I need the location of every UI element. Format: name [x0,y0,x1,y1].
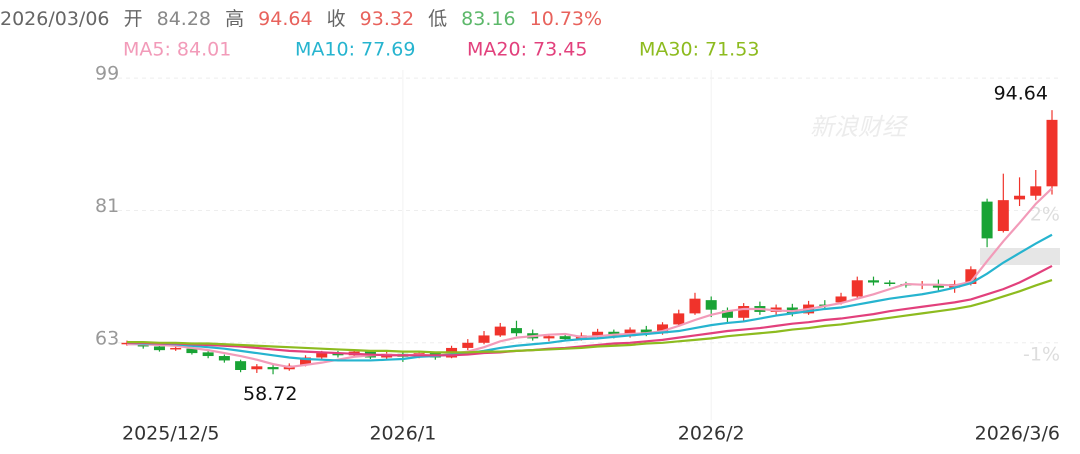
candle-body [170,347,182,350]
y-tick-label: 63 [95,327,119,349]
high-label: 高 [225,8,244,30]
high-value: 94.64 [258,8,312,30]
change: 10.73% [530,8,602,30]
quote-header: 2026/03/06 开 84.28 高 94.64 收 93.32 低 83.… [0,8,602,30]
ma-line [127,264,1053,357]
ma-line [127,279,1053,354]
candle-body [478,335,490,343]
x-tick-label: 2026/3/6 [975,423,1060,445]
candle-body [1014,195,1026,200]
y2-tick-label: 2% [1030,203,1060,225]
ma-line [126,233,1053,362]
candle-body [186,348,198,354]
candle-body [721,310,733,318]
legend-entry: MA30: 71.53 [639,39,759,61]
candle-body [1046,119,1058,187]
low-value: 83.16 [461,8,515,30]
min-label: 58.72 [243,383,297,405]
candle-body [835,296,847,303]
candle-body [884,282,896,284]
candle-body [153,346,165,351]
candle-body [1030,186,1042,196]
close-label: 收 [327,8,346,30]
candle-body [673,313,685,325]
candle-body [332,353,344,356]
candle-body [851,280,863,297]
candle-body [202,352,214,357]
candle-body [235,361,247,370]
candle-body [981,201,993,239]
candle-body [267,367,279,370]
watermark: 新浪财经 [810,113,909,141]
candle-body [867,280,879,283]
candle-body [705,300,717,310]
candle-body [218,356,230,361]
x-tick-label: 2026/2 [678,423,745,445]
low-label: 低 [428,8,447,30]
candle-body [462,342,474,348]
x-tick-label: 2026/1 [369,423,436,445]
candle-body [689,298,701,314]
y-tick-label: 81 [95,195,119,217]
candle-body [543,336,555,339]
candle-body [300,357,312,365]
highlight-band [980,248,1060,265]
legend-entry: MA5: 84.01 [123,39,231,61]
candle-body [316,353,328,358]
open-value: 84.28 [157,8,211,30]
y-tick-label: 99 [95,63,119,85]
legend-entry: MA20: 73.45 [467,39,587,61]
candle-body [494,326,506,336]
close-value: 93.32 [360,8,414,30]
ma-line [127,187,1053,369]
y2-tick-label: -1% [1023,344,1060,366]
candle-body [592,331,604,336]
max-label: 94.64 [994,83,1048,105]
candle-body [640,329,652,334]
candle-body [624,329,636,337]
open-label: 开 [124,8,143,30]
candle-body [657,324,669,334]
x-tick-label: 2025/12/5 [122,423,219,445]
candle-body [997,200,1009,232]
date: 2026/03/06 [0,8,110,30]
candle-body [559,336,571,340]
candle-body [932,283,944,288]
candle-body [251,366,263,370]
candle-body [738,306,750,318]
candle-body [965,269,977,284]
legend-entry: MA10: 77.69 [295,39,415,61]
candle-body [510,328,522,334]
